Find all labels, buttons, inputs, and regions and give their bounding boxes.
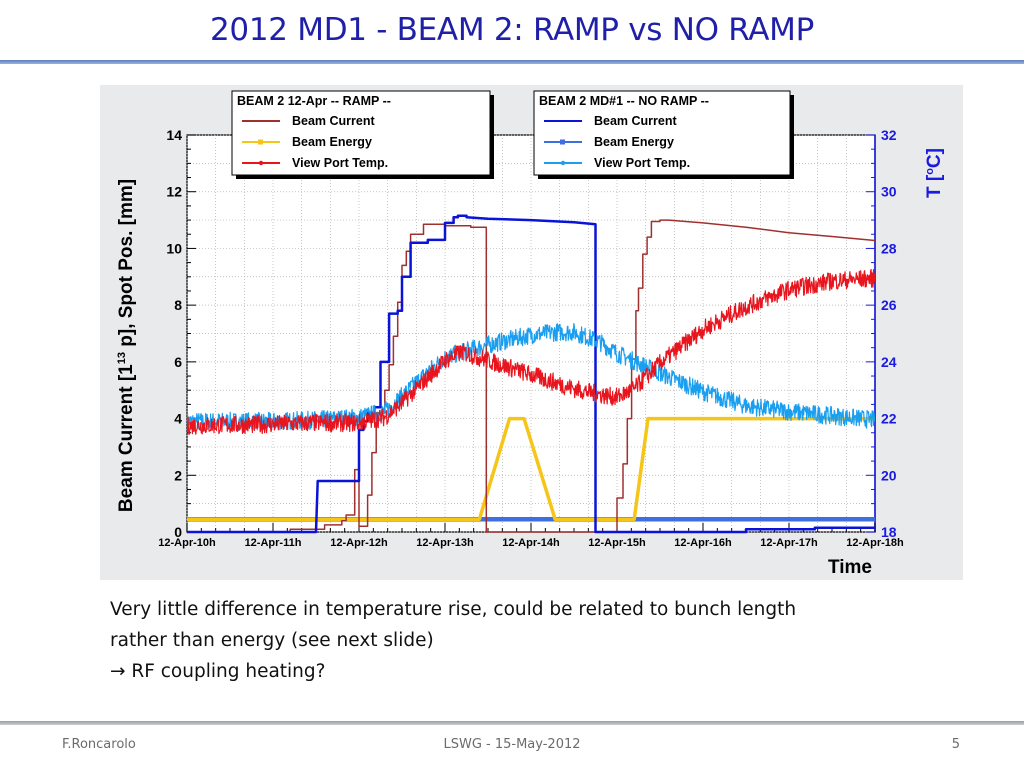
- footer-event: LSWG - 15-May-2012: [443, 737, 581, 752]
- y2-axis-title-superscript: o: [924, 168, 936, 175]
- right-axis-tick-label: 24: [881, 354, 897, 370]
- grid-lines: [186, 134, 876, 533]
- body-line-2: rather than energy (see next slide): [110, 630, 434, 651]
- right-axis-tick-label: 30: [881, 184, 897, 200]
- x-axis-tick-label: 12-Apr-15h: [588, 537, 646, 549]
- series-line-ramp-view-port-temp: [187, 268, 875, 435]
- legend-title: BEAM 2 12-Apr -- RAMP --: [237, 94, 391, 108]
- footer-page-number: 5: [951, 737, 960, 752]
- slide-title: 2012 MD1 - BEAM 2: RAMP vs NO RAMP: [210, 12, 814, 48]
- slide-body: Very little difference in temperature ri…: [110, 594, 910, 687]
- right-axis-tick-label: 28: [881, 240, 897, 256]
- y-axis-title-superscript: 13: [116, 352, 128, 364]
- x-axis-tick-label: 12-Apr-17h: [760, 537, 818, 549]
- right-axis-tick-label: 20: [881, 467, 897, 483]
- left-axis-tick-label: 4: [174, 411, 182, 427]
- x-axis-tick-label: 12-Apr-18h: [846, 537, 904, 549]
- y2-axis-title-part: T [: [924, 174, 945, 198]
- legend-entry-label: Beam Current: [292, 114, 375, 128]
- left-axis-tick-label: 10: [166, 240, 182, 256]
- legend-entry-label: Beam Energy: [292, 135, 372, 149]
- y-axis-title-part: Beam Current [1: [116, 364, 137, 512]
- right-axis-tick-label: 22: [881, 411, 897, 427]
- legend-noramp: BEAM 2 MD#1 -- NO RAMP -- Beam Current Bea…: [533, 90, 794, 179]
- legend-entry-label: Beam Energy: [594, 135, 674, 149]
- x-axis: 12-Apr-10h 12-Apr-11h 12-Apr-12h 12-Apr-13h…: [158, 523, 904, 549]
- legend-entry-label: View Port Temp.: [292, 156, 388, 170]
- x-axis-tick-label: 12-Apr-14h: [502, 537, 560, 549]
- left-axis-tick-label: 14: [166, 127, 182, 143]
- legend-swatch-square-marker: [560, 139, 565, 145]
- legend-box: [231, 90, 491, 176]
- legend-entry-label: View Port Temp.: [594, 156, 690, 170]
- left-axis-tick-label: 8: [174, 297, 182, 313]
- legend-ramp: BEAM 2 12-Apr -- RAMP -- Beam Current Beam…: [231, 90, 494, 179]
- legend-swatch-star-marker: [560, 160, 566, 166]
- right-y-axis: 18 20 22 24 26 28 30 32: [866, 127, 897, 540]
- left-axis-tick-label: 2: [174, 467, 182, 483]
- x-axis-tick-label: 12-Apr-16h: [674, 537, 732, 549]
- footer-divider: [0, 721, 1024, 725]
- x-axis-tick-label: 12-Apr-11h: [245, 537, 302, 549]
- left-axis-tick-label: 12: [166, 184, 182, 200]
- x-axis-title: Time: [828, 557, 872, 578]
- right-axis-tick-label: 18: [881, 524, 897, 540]
- y2-axis-title: T [oC]: [924, 148, 945, 198]
- legend-swatch-square-marker: [258, 139, 263, 145]
- left-y-axis: 0 2 4 6 8 10 12 14: [166, 127, 196, 540]
- y-axis-title-part: p], Spot Pos. [mm]: [116, 179, 137, 352]
- left-axis-tick-label: 6: [174, 354, 182, 370]
- legend-entry-label: Beam Current: [594, 114, 677, 128]
- legend-title: BEAM 2 MD#1 -- NO RAMP --: [539, 94, 709, 108]
- footer-author: F.Roncarolo: [62, 737, 136, 752]
- x-axis-tick-label: 12-Apr-12h: [330, 537, 388, 549]
- x-axis-tick-label: 12-Apr-13h: [416, 537, 474, 549]
- y2-axis-title-part: C]: [924, 148, 945, 168]
- body-line-3: → RF coupling heating?: [110, 661, 326, 682]
- x-axis-tick-label: 12-Apr-10h: [158, 537, 216, 549]
- y-axis-title: Beam Current [113 p], Spot Pos. [mm]: [116, 179, 137, 512]
- left-axis-tick-label: 0: [174, 524, 182, 540]
- legend-box: [533, 90, 791, 176]
- title-divider: [0, 60, 1024, 64]
- body-line-1: Very little difference in temperature ri…: [110, 599, 797, 620]
- right-axis-tick-label: 32: [881, 127, 897, 143]
- legend-swatch-star-marker: [258, 160, 264, 166]
- right-axis-tick-label: 26: [881, 297, 897, 313]
- series-line-ramp-beam-energy: [187, 416, 875, 521]
